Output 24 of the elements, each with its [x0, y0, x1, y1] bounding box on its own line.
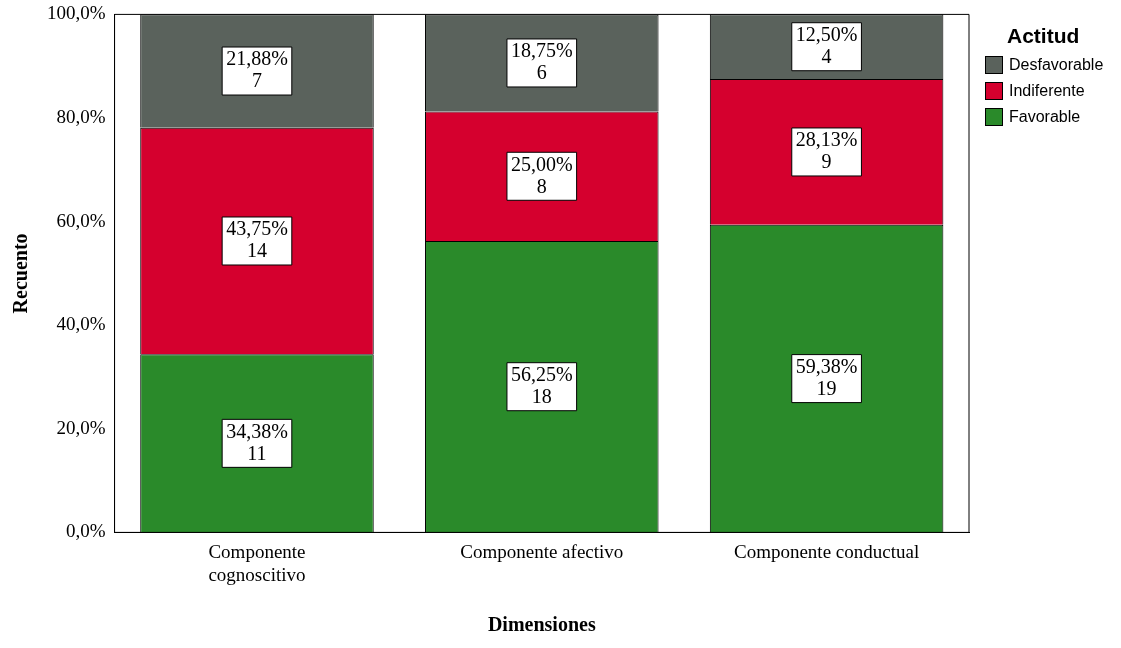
data-label: 43,75% 14 — [226, 217, 288, 262]
legend-title: Actitud — [1007, 24, 1081, 48]
x-axis-title: Dimensiones — [487, 613, 596, 636]
data-label: 59,38% 19 — [795, 354, 858, 399]
x-tick-label: Componente cognoscitivo — [208, 540, 306, 585]
data-label: 25,00% 8 — [510, 152, 573, 197]
y-tick-label: 20,0% — [56, 416, 106, 438]
legend-label: Desfavorable — [1009, 56, 1104, 74]
text: Favorable — [1009, 108, 1081, 126]
y-tick-label: 40,0% — [56, 313, 106, 335]
x-tick-label: Componente afectivo — [460, 540, 624, 562]
data-label: 21,88% 7 — [226, 47, 288, 92]
legend-label: Indiferente — [1009, 82, 1085, 100]
y-tick-label: 100,0% — [47, 2, 106, 24]
x-tick-label: Componente conductual — [733, 540, 920, 562]
data-label: 18,75% 6 — [510, 39, 573, 84]
y-axis-title: Recuento — [9, 233, 32, 314]
y-tick-label: 0,0% — [66, 520, 106, 542]
data-label: 28,13% 9 — [795, 128, 858, 173]
data-label: 12,50% 4 — [795, 22, 858, 67]
y-tick-label: 60,0% — [56, 209, 106, 231]
data-label: 56,25% 18 — [510, 362, 573, 407]
y-tick-label: 80,0% — [56, 105, 106, 127]
data-label: 34,38% 11 — [226, 419, 288, 464]
